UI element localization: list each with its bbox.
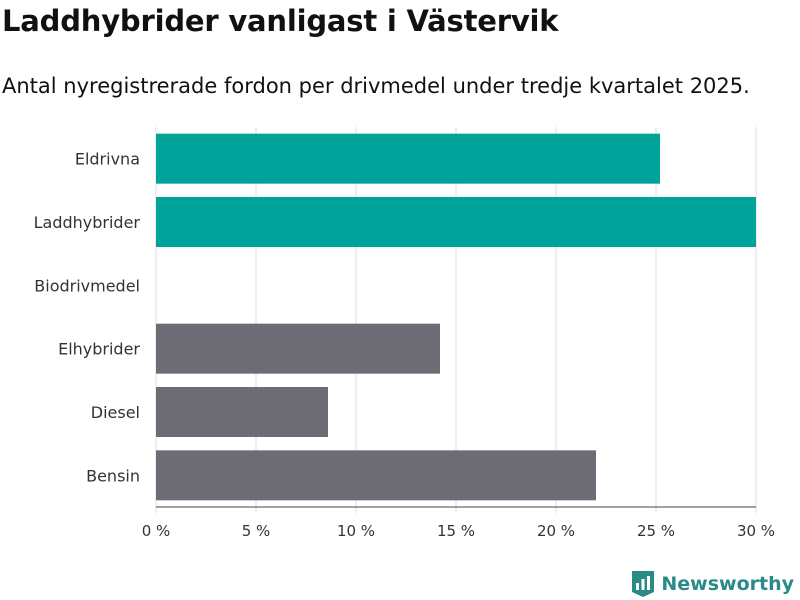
bar (156, 197, 756, 247)
newsworthy-logo-icon (632, 571, 655, 597)
x-tick-label: 30 % (737, 522, 775, 540)
x-tick-label: 25 % (637, 522, 675, 540)
newsworthy-logo-text: Newsworthy (661, 573, 794, 595)
category-label: Bensin (86, 466, 140, 485)
x-tick-label: 20 % (537, 522, 575, 540)
bar (156, 133, 660, 184)
bar (156, 387, 328, 437)
x-tick-label: 15 % (437, 522, 475, 540)
bar (156, 450, 596, 501)
category-label: Eldrivna (75, 150, 140, 169)
bar (156, 323, 440, 374)
chart-subtitle: Antal nyregistrerade fordon per drivmede… (2, 74, 750, 98)
x-tick-label: 10 % (337, 522, 375, 540)
newsworthy-logo: Newsworthy (631, 568, 794, 600)
category-label: Laddhybrider (34, 213, 141, 232)
category-label: Biodrivmedel (34, 276, 140, 295)
category-label: Elhybrider (58, 340, 140, 359)
category-label: Diesel (91, 403, 140, 422)
chart-title: Laddhybrider vanligast i Västervik (2, 4, 559, 38)
x-tick-label: 0 % (142, 522, 171, 540)
x-tick-label: 5 % (242, 522, 271, 540)
